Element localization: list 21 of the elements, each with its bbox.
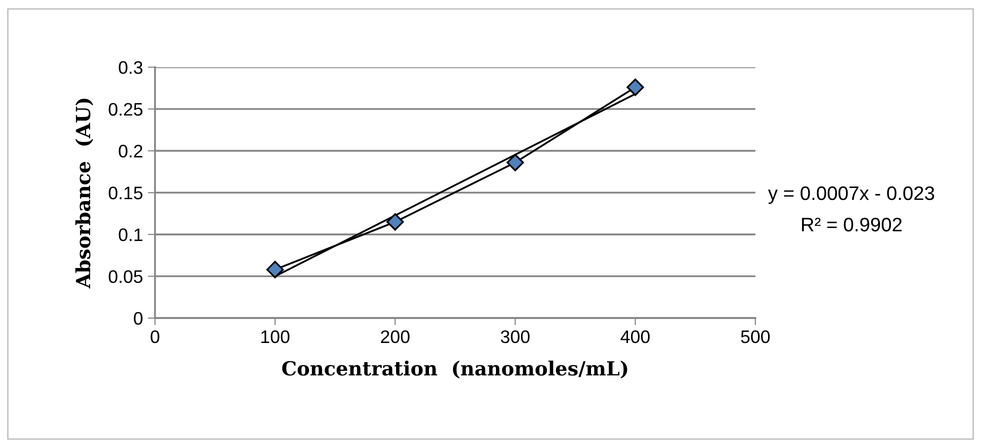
x-tick-label: 0: [150, 330, 160, 344]
x-axis-title: Concentration (nanomoles/mL): [282, 360, 628, 378]
y-tick-label: 0.3: [118, 61, 142, 74]
text: y = 0.0007x - 0.023: [768, 186, 934, 204]
x-tick-label: 200: [380, 330, 410, 344]
point: [506, 154, 524, 172]
y-tick-label: 0.25: [108, 102, 142, 116]
point: [266, 260, 284, 278]
x-tick-label: 300: [500, 330, 530, 344]
text: R² = 0.9902: [802, 218, 902, 232]
x-tick-label: 500: [741, 330, 770, 344]
y-axis-title: Absorbance (AU): [75, 98, 94, 288]
y-tick-label: 0.2: [118, 144, 142, 158]
y-tick-label: 0.15: [108, 186, 142, 200]
x-tick-label: 100: [261, 330, 290, 344]
y-tick-label: 0.05: [108, 270, 142, 283]
point: [626, 78, 644, 96]
y-tick-label: 0: [134, 312, 142, 325]
x-tick-label: 400: [620, 330, 650, 344]
y-tick-label: 0.1: [118, 228, 142, 242]
point: [386, 213, 404, 231]
